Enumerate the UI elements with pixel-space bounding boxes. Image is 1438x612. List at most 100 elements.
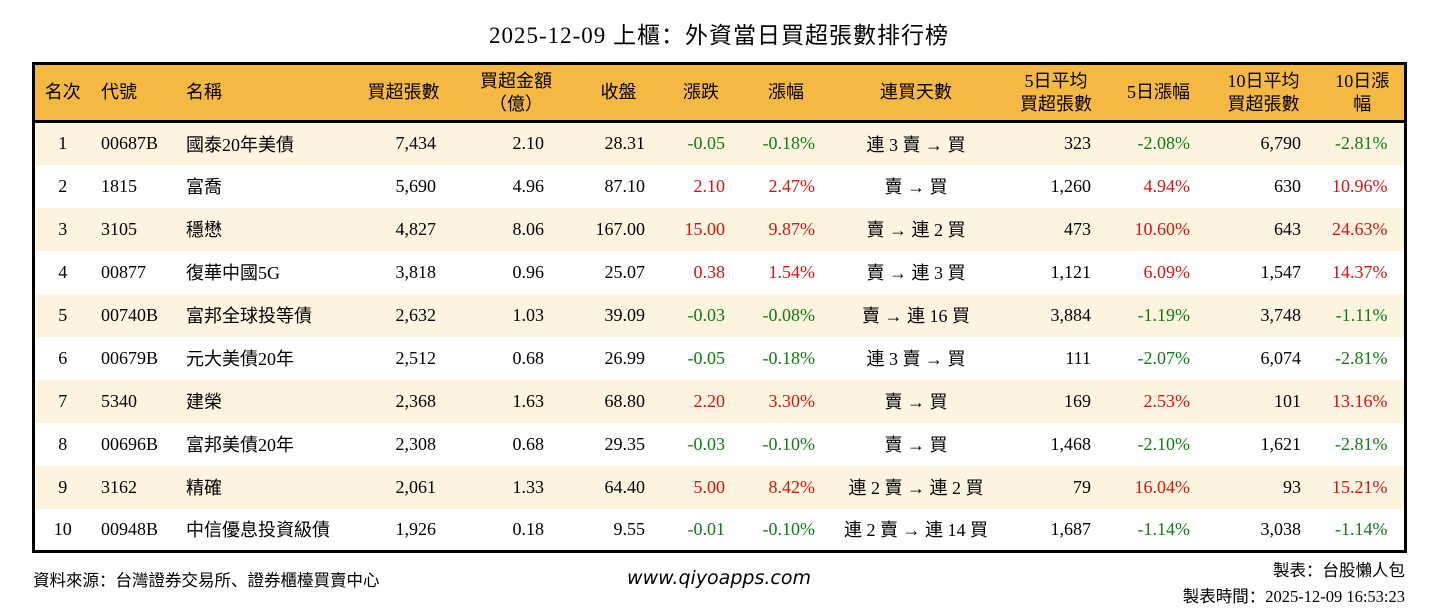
col-header-amount: 買超金額 （億） (456, 63, 576, 123)
cell-pct10: -1.14% (1335, 518, 1388, 539)
cell-close: 64.40 (604, 476, 646, 497)
cell-volume: 2,308 (395, 433, 437, 454)
cell-code: 00740B (101, 304, 159, 325)
website-url: www.qiyoapps.com (627, 567, 811, 589)
cell-change: 2.10 (693, 175, 726, 196)
cell-name: 精確 (186, 478, 222, 498)
table-row: 6 00679B 元大美債20年 2,512 0.68 26.99 -0.05 -0.18% 連… (33, 337, 1405, 380)
cell-volume: 5,690 (395, 175, 437, 196)
report-maker: 製表：台股懶人包 (1273, 561, 1405, 580)
cell-pct5: -1.14% (1137, 518, 1191, 539)
cell-close: 167.00 (595, 218, 646, 239)
cell-change_pct: 8.42% (768, 476, 816, 497)
table-row: 3 3105 穩懋 4,827 8.06 167.00 15.00 9.87% 賣 → 連 2 … (33, 207, 1405, 251)
cell-pct5: 2.53% (1143, 390, 1191, 411)
cell-change: 2.20 (693, 390, 726, 411)
cell-streak: 賣 → 連 2 買 (866, 220, 966, 240)
cell-rank: 1 (58, 133, 68, 154)
cell-name: 富喬 (186, 177, 222, 197)
cell-change: -0.05 (687, 347, 726, 368)
col-header-change-pct: 漲幅 (741, 63, 831, 123)
cell-pct10: -2.81% (1335, 433, 1388, 454)
cell-change_pct: -0.18% (762, 347, 816, 368)
cell-rank: 9 (58, 476, 68, 497)
col-header-volume: 買超張數 (351, 63, 456, 123)
cell-change_pct: -0.10% (762, 433, 816, 454)
cell-close: 29.35 (604, 433, 646, 454)
cell-pct10: 13.16% (1332, 390, 1388, 411)
cell-close: 68.80 (604, 390, 646, 411)
cell-amount: 2.10 (512, 133, 545, 154)
cell-avg5: 1,121 (1050, 261, 1092, 282)
table-row: 4 00877 復華中國5G 3,818 0.96 25.07 0.38 1.54% 賣 → 連… (33, 251, 1405, 294)
cell-code: 00679B (101, 347, 159, 368)
col-header-close: 收盤 (576, 63, 661, 123)
col-header-rank: 名次 (33, 63, 91, 123)
report-credits: 製表：台股懶人包 製表時間：2025-12-09 16:53:23 (1183, 558, 1405, 611)
col-header-pct10: 10日漲幅 (1321, 63, 1405, 123)
cell-code: 1815 (101, 175, 137, 196)
cell-streak: 賣 → 連 16 買 (862, 306, 970, 326)
cell-streak: 連 2 賣 → 連 14 買 (844, 520, 988, 541)
cell-change: 5.00 (693, 476, 726, 497)
cell-avg5: 1,468 (1050, 433, 1092, 454)
cell-pct10: -2.81% (1335, 133, 1388, 154)
cell-name: 穩懋 (186, 220, 222, 240)
cell-avg10: 3,038 (1260, 518, 1302, 539)
cell-avg5: 3,884 (1050, 304, 1092, 325)
cell-code: 00877 (101, 261, 146, 282)
cell-volume: 1,926 (395, 518, 437, 539)
cell-rank: 4 (58, 261, 68, 282)
cell-pct5: 4.94% (1143, 175, 1191, 196)
table-row: 1 00687B 國泰20年美債 7,434 2.10 28.31 -0.05 -0.18% 連… (33, 121, 1405, 165)
cell-amount: 8.06 (512, 218, 545, 239)
cell-streak: 賣 → 連 3 買 (866, 263, 966, 283)
report-footer: 資料來源：台灣證券交易所、證券櫃檯買賣中心 www.qiyoapps.com 製… (33, 558, 1405, 610)
table-row: 5 00740B 富邦全球投等債 2,632 1.03 39.09 -0.03 -0.08% 賣… (33, 293, 1405, 337)
cell-name: 富邦全球投等債 (186, 306, 312, 326)
cell-streak: 連 3 賣 → 買 (866, 349, 966, 369)
header-row: 名次 代號 名稱 買超張數 買超金額 （億） 收盤 漲跌 漲幅 連買天數 5日平… (33, 63, 1405, 123)
cell-name: 元大美債20年 (186, 349, 294, 369)
cell-avg5: 169 (1064, 390, 1091, 411)
cell-avg10: 643 (1274, 218, 1301, 239)
col-header-change: 漲跌 (661, 63, 741, 123)
cell-change_pct: -0.18% (762, 133, 816, 154)
cell-change: 15.00 (684, 218, 726, 239)
cell-close: 39.09 (604, 304, 646, 325)
table-row: 2 1815 富喬 5,690 4.96 87.10 2.10 2.47% 賣 → 買 1,260… (33, 165, 1405, 208)
cell-pct5: 16.04% (1134, 476, 1191, 497)
cell-change: -0.03 (687, 304, 726, 325)
cell-name: 中信優息投資級債 (186, 520, 330, 541)
cell-volume: 7,434 (395, 133, 437, 154)
cell-avg5: 473 (1064, 218, 1091, 239)
cell-name: 復華中國5G (186, 263, 280, 283)
cell-pct5: -2.10% (1137, 433, 1191, 454)
cell-amount: 1.03 (512, 304, 545, 325)
cell-pct5: -2.08% (1137, 133, 1191, 154)
cell-amount: 1.33 (512, 476, 545, 497)
col-header-streak: 連買天數 (831, 63, 1001, 123)
cell-change_pct: 9.87% (768, 218, 816, 239)
cell-avg10: 3,748 (1260, 304, 1302, 325)
cell-change_pct: 3.30% (768, 390, 816, 411)
cell-amount: 1.63 (512, 390, 545, 411)
table-row: 9 3162 精確 2,061 1.33 64.40 5.00 8.42% 連 2 賣 → 連 … (33, 465, 1405, 509)
cell-change: 0.38 (693, 261, 726, 282)
cell-pct10: 24.63% (1332, 218, 1388, 239)
cell-avg10: 6,790 (1260, 133, 1302, 154)
table-body: 1 00687B 國泰20年美債 7,434 2.10 28.31 -0.05 -0.18% 連… (33, 121, 1405, 552)
cell-pct5: -1.19% (1137, 304, 1191, 325)
cell-change: -0.05 (687, 133, 726, 154)
cell-change: -0.03 (687, 433, 726, 454)
cell-pct5: 6.09% (1143, 261, 1191, 282)
cell-streak: 賣 → 買 (884, 177, 948, 197)
cell-volume: 2,368 (395, 390, 437, 411)
cell-change_pct: -0.08% (762, 304, 816, 325)
cell-code: 5340 (101, 390, 137, 411)
cell-close: 28.31 (604, 133, 646, 154)
cell-volume: 4,827 (395, 218, 437, 239)
table-row: 7 5340 建榮 2,368 1.63 68.80 2.20 3.30% 賣 → 買 169 2.… (33, 379, 1405, 423)
col-header-pct5: 5日漲幅 (1111, 63, 1206, 123)
